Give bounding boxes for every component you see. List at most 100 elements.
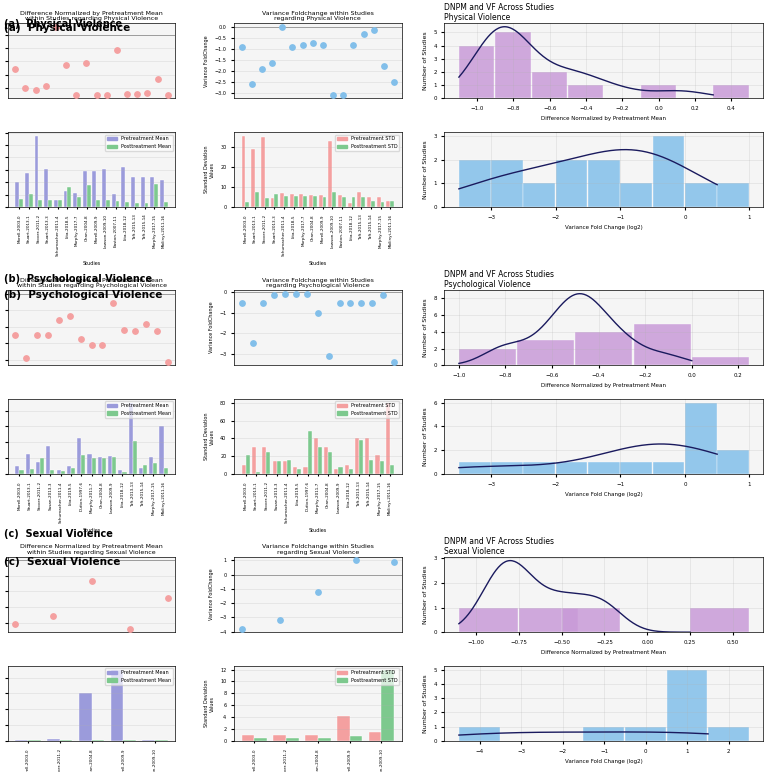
Bar [29,194,32,207]
Point [19,82,32,94]
Bar [491,160,523,207]
Bar [338,467,342,474]
Bar [324,447,328,474]
Y-axis label: Standard Deviation
Values: Standard Deviation Values [204,680,214,727]
Bar [254,738,267,741]
Bar [556,462,588,474]
Bar [345,466,348,474]
Point [279,287,291,300]
Bar [386,201,390,207]
Bar [108,456,112,474]
Point [347,39,359,51]
Point [162,89,174,101]
Bar [621,462,652,474]
Bar [56,470,61,474]
Bar [561,608,621,632]
Point [311,586,324,598]
Bar [112,194,116,207]
Bar [241,735,254,741]
Bar [30,469,34,474]
Bar [690,608,749,632]
Point [296,39,308,51]
X-axis label: Difference Normalized by Pretreatment Mean: Difference Normalized by Pretreatment Me… [541,384,666,388]
Bar [54,200,58,207]
Bar [568,85,604,98]
Point [327,89,339,101]
Bar [358,192,362,207]
Legend: Pretreatment Mean, Posttreatment Mean: Pretreatment Mean, Posttreatment Mean [106,669,173,685]
Bar [519,608,577,632]
Bar [246,455,250,474]
Bar [318,738,331,741]
Bar [685,403,716,474]
Point [337,89,349,101]
Title: Difference Normalized by Pretreatment Mean
within Studies regarding Physical Vio: Difference Normalized by Pretreatment Me… [20,11,163,22]
Bar [135,203,139,207]
X-axis label: Studies: Studies [308,261,327,266]
Bar [367,198,371,207]
Bar [584,726,625,741]
Bar [116,201,120,207]
Bar [123,472,126,474]
Y-axis label: Standard Deviation
Values: Standard Deviation Values [204,413,214,460]
Text: (c)  Sexual Violence: (c) Sexual Violence [4,529,113,539]
Point [274,614,286,626]
Y-axis label: Number of Studies: Number of Studies [423,298,428,357]
Point [317,39,329,51]
Point [358,27,370,39]
Bar [524,184,555,207]
Bar [338,195,342,207]
Point [377,289,389,301]
Legend: Pretreatment STD, Posttreatment STD: Pretreatment STD, Posttreatment STD [335,669,399,685]
Bar [685,184,716,207]
Y-axis label: Variance FoldChange: Variance FoldChange [209,569,214,621]
Point [235,41,247,53]
Point [235,622,247,635]
Bar [332,192,336,207]
Bar [287,460,291,474]
Bar [524,462,555,474]
Bar [381,201,385,207]
Point [350,554,362,567]
Y-axis label: Number of Studies: Number of Studies [423,565,428,624]
Bar [377,197,381,207]
Bar [277,461,281,474]
Y-axis label: Number of Studies: Number of Studies [423,408,428,466]
Bar [19,198,23,207]
Bar [252,447,256,474]
Bar [375,455,379,474]
Point [60,59,72,72]
X-axis label: Studies: Studies [82,261,101,266]
Bar [495,32,530,98]
Bar [318,195,322,207]
Bar [272,461,277,474]
Bar [133,441,136,474]
X-axis label: Studies: Studies [82,528,101,533]
X-axis label: Difference Normalized by Pretreatment Mean: Difference Normalized by Pretreatment Me… [541,117,666,121]
Bar [335,469,338,474]
Bar [63,191,67,207]
Legend: Pretreatment STD, Posttreatment STD: Pretreatment STD, Posttreatment STD [335,401,399,418]
Bar [634,323,691,365]
Bar [303,196,307,207]
Bar [621,184,652,207]
Point [9,63,22,76]
X-axis label: Variance Fold Change (log2): Variance Fold Change (log2) [565,225,643,231]
Point [31,329,43,341]
Bar [58,200,62,207]
Bar [25,173,29,207]
Bar [44,169,48,207]
Title: Variance Foldchange within Studies
regarding Physical Violence: Variance Foldchange within Studies regar… [262,11,374,22]
Bar [280,193,284,207]
Bar [150,178,154,207]
Point [246,78,258,90]
Bar [71,468,75,474]
Bar [143,465,147,474]
Bar [112,457,116,474]
Point [47,609,59,621]
Bar [298,469,301,474]
Point [388,356,400,368]
Point [368,24,380,36]
Point [96,339,109,351]
Point [42,329,54,341]
